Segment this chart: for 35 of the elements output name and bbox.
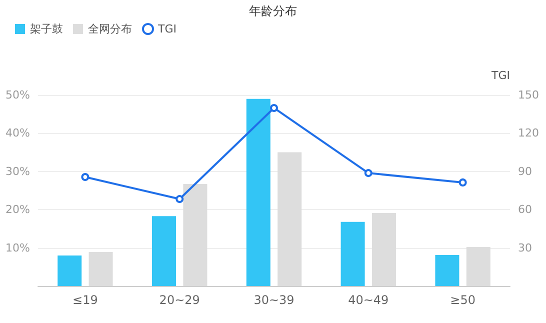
y2-tick-label: 150 xyxy=(518,88,539,102)
legend-label: TGI xyxy=(157,22,176,36)
x-tick-label: 20~29 xyxy=(159,293,200,307)
y-tick-label: 30% xyxy=(6,164,30,178)
y2-tick-label: 60 xyxy=(518,203,532,216)
point xyxy=(176,195,184,204)
point xyxy=(81,173,90,181)
bar xyxy=(340,222,365,286)
legend-label: 全网分布 xyxy=(88,22,132,36)
bar xyxy=(152,216,176,286)
point xyxy=(270,104,278,112)
chart-title: 年龄分布 xyxy=(249,4,297,18)
bar xyxy=(278,152,302,286)
point xyxy=(364,169,372,178)
bar xyxy=(466,247,490,286)
bar xyxy=(246,98,270,286)
y-tick-label: 10% xyxy=(6,241,30,254)
y-tick-label: 50% xyxy=(6,88,30,102)
y2-tick-label: 90 xyxy=(518,164,532,178)
y2-axis-title: TGI xyxy=(490,69,510,82)
x-tick-label: ≤19 xyxy=(72,293,98,307)
bar xyxy=(88,252,113,286)
x-tick-label: 40~49 xyxy=(348,293,389,307)
y-tick-label: 20% xyxy=(6,203,30,216)
point xyxy=(458,178,467,186)
bar xyxy=(435,255,460,286)
y2-tick-label: 120 xyxy=(518,126,539,140)
legend-label: 架子鼓 xyxy=(30,22,63,36)
y2-tick-label: 30 xyxy=(518,241,532,254)
x-tick-label: ≥50 xyxy=(450,293,476,307)
y-tick-label: 40% xyxy=(6,126,30,140)
bar xyxy=(58,255,82,286)
bar xyxy=(372,213,396,286)
x-tick-label: 30~39 xyxy=(254,293,294,307)
bar xyxy=(183,184,208,286)
